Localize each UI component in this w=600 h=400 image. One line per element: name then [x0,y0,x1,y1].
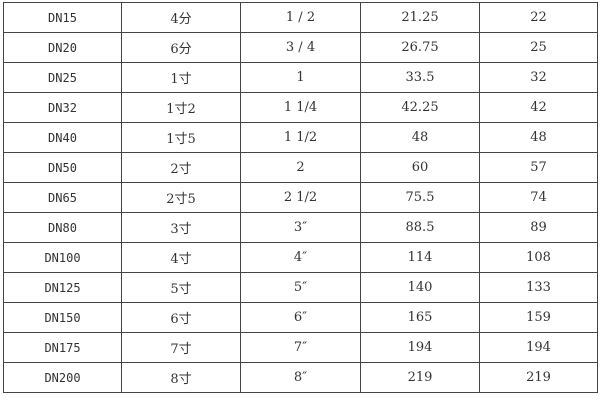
cell-inch-chinese: 8寸 [121,362,241,393]
cell-nominal-diameter: DN200 [3,362,122,393]
cell-inch-chinese: 1寸2 [121,92,241,123]
cell-outer-diameter-a: 48 [360,122,480,153]
cell-inch-size: 3 / 4 [240,32,361,63]
cell-inch-size: 7″ [240,332,361,363]
cell-inch-chinese: 4分 [121,2,241,33]
cell-inch-chinese: 2寸5 [121,182,241,213]
cell-nominal-diameter: DN80 [3,212,122,243]
cell-inch-size: 6″ [240,302,361,333]
cell-nominal-diameter: DN100 [3,242,122,273]
cell-inch-chinese: 6分 [121,32,241,63]
cell-nominal-diameter: DN32 [3,92,122,123]
cell-inch-chinese: 2寸 [121,152,241,183]
cell-outer-diameter-b: 42 [479,92,598,123]
table-row: DN125 5寸 5″ 140 133 [3,272,598,303]
table-row: DN15 4分 1 / 2 21.25 22 [3,2,598,33]
cell-inch-chinese: 7寸 [121,332,241,363]
cell-outer-diameter-a: 194 [360,332,480,363]
cell-outer-diameter-a: 60 [360,152,480,183]
cell-outer-diameter-a: 21.25 [360,2,480,33]
cell-outer-diameter-b: 194 [479,332,598,363]
cell-inch-chinese: 5寸 [121,272,241,303]
cell-nominal-diameter: DN25 [3,62,122,93]
table-row: DN20 6分 3 / 4 26.75 25 [3,32,598,63]
cell-inch-chinese: 4寸 [121,242,241,273]
cell-inch-chinese: 3寸 [121,212,241,243]
cell-inch-size: 1 / 2 [240,2,361,33]
cell-outer-diameter-a: 33.5 [360,62,480,93]
cell-outer-diameter-b: 57 [479,152,598,183]
cell-inch-size: 1 [240,62,361,93]
cell-inch-size: 4″ [240,242,361,273]
cell-nominal-diameter: DN125 [3,272,122,303]
cell-outer-diameter-b: 22 [479,2,598,33]
cell-outer-diameter-a: 140 [360,272,480,303]
cell-outer-diameter-b: 32 [479,62,598,93]
cell-outer-diameter-b: 108 [479,242,598,273]
cell-inch-size: 2 [240,152,361,183]
cell-outer-diameter-a: 42.25 [360,92,480,123]
cell-outer-diameter-a: 114 [360,242,480,273]
cell-nominal-diameter: DN40 [3,122,122,153]
cell-outer-diameter-b: 74 [479,182,598,213]
cell-outer-diameter-a: 219 [360,362,480,393]
cell-outer-diameter-b: 25 [479,32,598,63]
cell-inch-size: 3″ [240,212,361,243]
cell-nominal-diameter: DN150 [3,302,122,333]
cell-outer-diameter-a: 75.5 [360,182,480,213]
cell-inch-size: 8″ [240,362,361,393]
cell-outer-diameter-a: 165 [360,302,480,333]
cell-inch-chinese: 1寸5 [121,122,241,153]
table-row: DN50 2寸 2 60 57 [3,152,598,183]
cell-inch-chinese: 1寸 [121,62,241,93]
cell-inch-chinese: 6寸 [121,302,241,333]
cell-outer-diameter-b: 133 [479,272,598,303]
table-row: DN100 4寸 4″ 114 108 [3,242,598,273]
cell-nominal-diameter: DN15 [3,2,122,33]
cell-inch-size: 1 1/4 [240,92,361,123]
cell-inch-size: 5″ [240,272,361,303]
table-row: DN32 1寸2 1 1/4 42.25 42 [3,92,598,123]
cell-nominal-diameter: DN65 [3,182,122,213]
cell-inch-size: 2 1/2 [240,182,361,213]
cell-outer-diameter-b: 159 [479,302,598,333]
cell-inch-size: 1 1/2 [240,122,361,153]
cell-outer-diameter-a: 26.75 [360,32,480,63]
table-row: DN40 1寸5 1 1/2 48 48 [3,122,598,153]
cell-outer-diameter-b: 48 [479,122,598,153]
cell-nominal-diameter: DN20 [3,32,122,63]
table-body: DN15 4分 1 / 2 21.25 22 DN20 6分 3 / 4 26.75 25 DN25… [3,2,598,393]
table-row: DN150 6寸 6″ 165 159 [3,302,598,333]
table-row: DN175 7寸 7″ 194 194 [3,332,598,363]
pipe-size-table: DN15 4分 1 / 2 21.25 22 DN20 6分 3 / 4 26.75 25 DN25… [3,2,598,393]
cell-outer-diameter-a: 88.5 [360,212,480,243]
cell-outer-diameter-b: 219 [479,362,598,393]
table-row: DN200 8寸 8″ 219 219 [3,362,598,393]
cell-nominal-diameter: DN175 [3,332,122,363]
cell-nominal-diameter: DN50 [3,152,122,183]
table-row: DN25 1寸 1 33.5 32 [3,62,598,93]
table-row: DN80 3寸 3″ 88.5 89 [3,212,598,243]
table-row: DN65 2寸5 2 1/2 75.5 74 [3,182,598,213]
cell-outer-diameter-b: 89 [479,212,598,243]
